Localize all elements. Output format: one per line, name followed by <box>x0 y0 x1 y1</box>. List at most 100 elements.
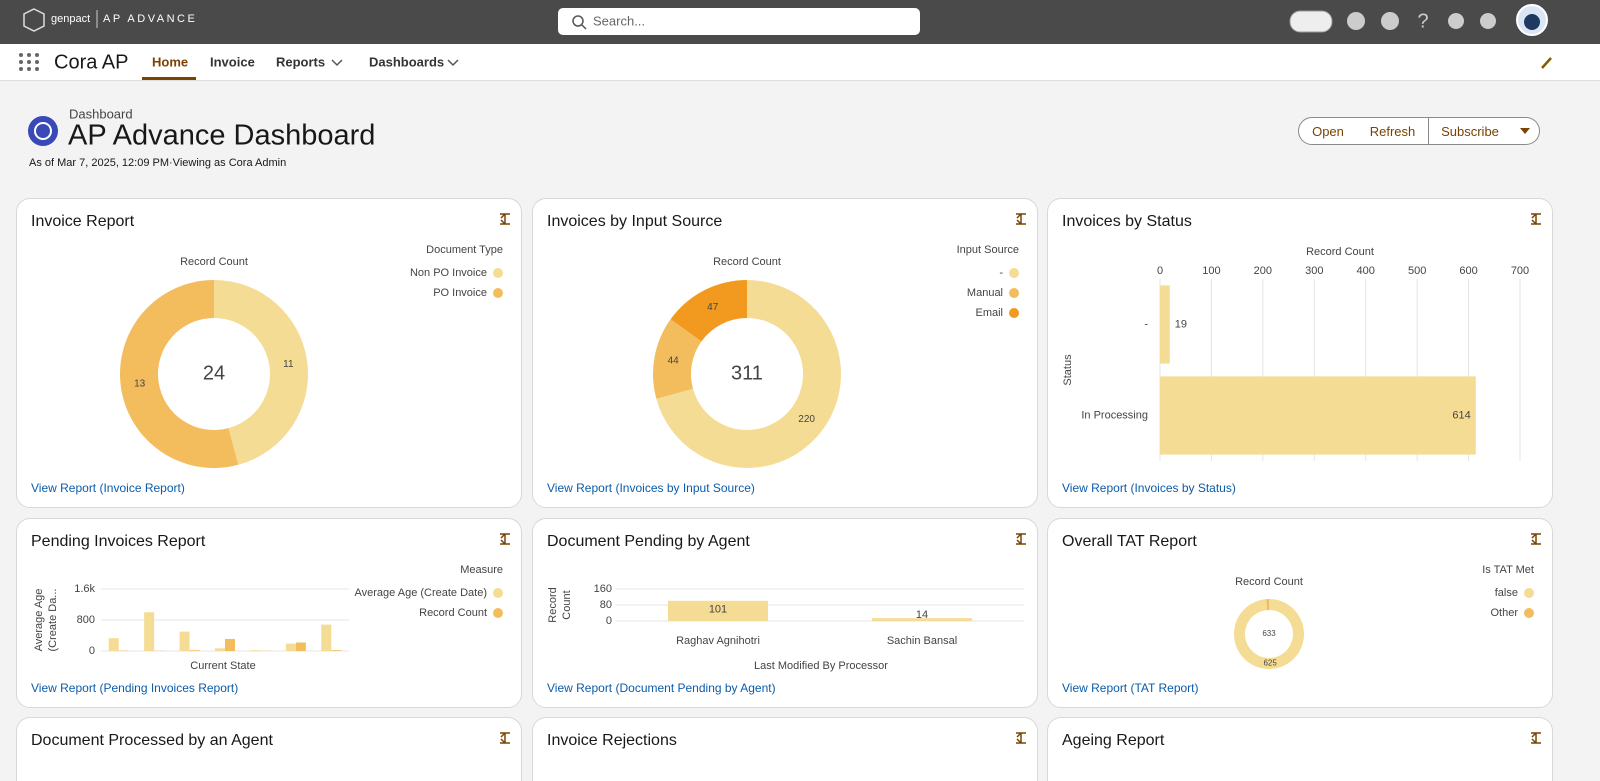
bar <box>250 650 261 651</box>
widget-card: Record Count 11 13 24 Document Type Non PO In… <box>16 198 522 508</box>
y-tick-label: - <box>1144 318 1148 330</box>
widget-card: Ageing Report <box>1047 717 1553 781</box>
x-tick-label: 200 <box>1254 265 1272 277</box>
x-tick-label: 500 <box>1408 265 1426 277</box>
dashboard-header: Dashboard AP Advance Dashboard As of Mar… <box>28 106 375 169</box>
expand-icon[interactable] <box>500 732 510 744</box>
nav-tab[interactable]: Dashboards <box>369 54 444 69</box>
bar <box>321 624 332 651</box>
widget-title: Ageing Report <box>1062 732 1165 749</box>
widget-card: Record Count Status 0 100 200 300 400 500 600 700… <box>1047 198 1553 508</box>
nav-tab[interactable]: Reports <box>276 54 325 69</box>
bar <box>189 650 200 651</box>
widget-chart <box>1016 732 1026 744</box>
widget-title: Document Processed by an Agent <box>31 732 273 749</box>
nav-tab[interactable]: Invoice <box>210 54 255 69</box>
notifications-icon[interactable] <box>1480 13 1496 29</box>
expand-icon[interactable] <box>1016 533 1026 545</box>
bar <box>285 643 296 651</box>
widget-card: Invoice Rejections <box>532 717 1038 781</box>
top-bar-graphics: genpact AP ADVANCE Search... ? <box>23 4 1548 36</box>
bar <box>331 650 342 651</box>
x-tick-label: Raghav Agnihotri <box>676 635 760 647</box>
x-tick-label: Sachin Bansal <box>887 635 957 647</box>
widget-title: Invoices by Status <box>1062 213 1192 230</box>
y-tick-label: 160 <box>594 583 612 595</box>
button-dropdown[interactable] <box>1511 117 1540 145</box>
expand-icon[interactable] <box>500 213 510 225</box>
slice-label: 220 <box>798 414 815 425</box>
expand-icon[interactable] <box>1531 213 1541 225</box>
axis-title: Record Count <box>180 256 248 268</box>
x-axis-title: Current State <box>190 660 255 672</box>
axis-title: Record Count <box>713 256 781 268</box>
view-report-link[interactable]: View Report (Document Pending by Agent) <box>547 681 776 695</box>
legend-title: Document Type <box>426 244 503 256</box>
value-label: 19 <box>1175 318 1187 330</box>
axis-title: Record Count <box>1306 246 1374 258</box>
settings-icon[interactable] <box>1448 13 1464 29</box>
nav-tab[interactable]: Home <box>152 54 188 69</box>
view-report-link[interactable]: View Report (Invoice Report) <box>31 481 185 495</box>
y-axis-title: Average Age <box>33 589 45 652</box>
widget-chart: Record Count 0 80 160 101 Raghav Agnihotri 14 Sa… <box>547 533 1026 672</box>
bar <box>108 638 119 651</box>
widget-card: Record Count 0 80 160 101 Raghav Agnihotri 14 Sa… <box>532 518 1038 708</box>
view-report-link[interactable]: View Report (Invoices by Input Source) <box>547 481 755 495</box>
axis-title: Record Count <box>1235 576 1303 588</box>
legend-swatch <box>493 268 503 278</box>
view-report-link[interactable]: View Report (TAT Report) <box>1062 681 1199 695</box>
widget-title: Invoices by Input Source <box>547 213 723 230</box>
logo-icon <box>23 8 45 32</box>
button[interactable]: Subscribe <box>1428 117 1512 145</box>
avatar-face <box>1524 14 1540 30</box>
bar <box>215 648 225 651</box>
legend-swatch <box>493 588 503 598</box>
value-label: 614 <box>1452 409 1470 421</box>
product: AP ADVANCE <box>103 13 197 25</box>
search-placeholder[interactable]: Search... <box>593 13 645 28</box>
chevron[interactable] <box>447 59 459 67</box>
view-report-link[interactable]: View Report (Pending Invoices Report) <box>31 681 239 695</box>
brand: genpact <box>51 13 90 25</box>
button[interactable]: Refresh <box>1357 117 1429 145</box>
legend-label: Average Age (Create Date) <box>355 587 487 599</box>
donut-slice <box>1266 599 1269 611</box>
x-tick-label: 300 <box>1305 265 1323 277</box>
x-tick-label: 100 <box>1202 265 1220 277</box>
favorites[interactable] <box>1289 10 1333 33</box>
expand-icon[interactable] <box>1016 732 1026 744</box>
x-tick-label: 400 <box>1357 265 1375 277</box>
dashboard-icon-glyph <box>34 122 52 140</box>
expand-icon[interactable] <box>1531 732 1541 744</box>
app-launcher[interactable] <box>19 53 39 71</box>
add-icon[interactable] <box>1347 12 1365 30</box>
expand-icon[interactable] <box>1531 533 1541 545</box>
value-label: 14 <box>916 609 928 621</box>
x-tick-label: 700 <box>1511 265 1529 277</box>
legend-swatch <box>1009 308 1019 318</box>
widget-title: Invoice Report <box>31 213 135 230</box>
button[interactable]: Open <box>1298 117 1358 145</box>
y-axis-title: (Create Da... <box>47 589 59 652</box>
widget-chart: Record Count Status 0 100 200 300 400 500 600 700… <box>1062 213 1541 461</box>
legend-label: false <box>1495 587 1518 599</box>
expand-icon[interactable] <box>500 533 510 545</box>
trailhead-icon[interactable] <box>1381 12 1399 30</box>
slice-label: 47 <box>707 302 719 313</box>
donut-total: 633 <box>1262 629 1276 638</box>
donut-slice <box>1234 599 1304 669</box>
edit-icon[interactable] <box>1541 57 1552 69</box>
legend-title: Is TAT Met <box>1482 564 1534 576</box>
widget-chart <box>500 732 510 744</box>
legend-label: Record Count <box>419 607 487 619</box>
y-tick-label: 80 <box>600 599 612 611</box>
nav-bar: Cora AP Home Invoice Reports Dashboards <box>0 44 1600 81</box>
chevron[interactable] <box>331 59 343 67</box>
bar <box>179 631 190 651</box>
search-box[interactable] <box>558 8 920 35</box>
expand-icon[interactable] <box>1016 213 1026 225</box>
legend-swatch <box>1009 288 1019 298</box>
view-report-link[interactable]: View Report (Invoices by Status) <box>1062 481 1236 495</box>
